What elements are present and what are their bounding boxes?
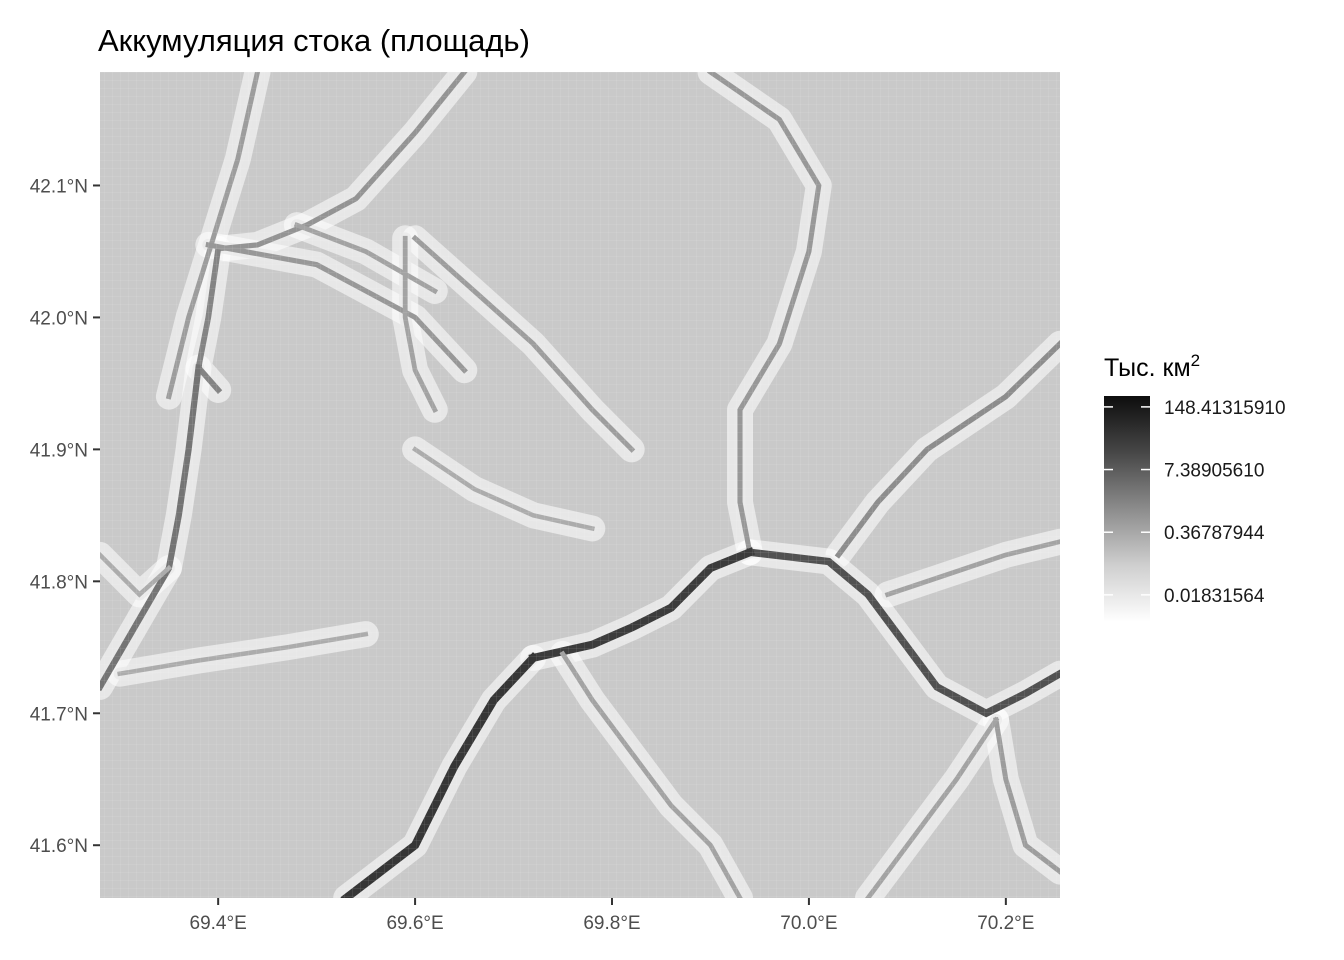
legend-label: 148.41315910 [1164, 398, 1286, 419]
y-tick-label: 42.1°N [30, 176, 88, 197]
y-tick-label: 41.6°N [30, 836, 88, 857]
legend-colorbar [1104, 396, 1150, 622]
legend-title-superscript: 2 [1191, 351, 1200, 370]
raster-cell-texture [100, 72, 1060, 898]
y-tick-label: 41.9°N [30, 440, 88, 461]
x-tick-label: 70.2°E [977, 913, 1034, 934]
y-tick-label: 42.0°N [30, 308, 88, 329]
y-tick-label: 41.7°N [30, 704, 88, 725]
legend: Тыс. км2 148.41315910 7.38905610 0.3678794… [1104, 351, 1286, 622]
y-axis: 42.1°N 42.0°N 41.9°N 41.8°N 41.7°N 41.6°N [30, 176, 100, 857]
x-tick-label: 69.6°E [386, 913, 443, 934]
legend-title-text: Тыс. км [1104, 354, 1191, 382]
y-tick-label: 41.8°N [30, 572, 88, 593]
x-tick-label: 70.0°E [780, 913, 837, 934]
raster-panel [100, 72, 1060, 898]
legend-label: 0.36787944 [1164, 523, 1265, 544]
x-axis: 69.4°E 69.6°E 69.8°E 70.0°E 70.2°E [190, 898, 1034, 934]
chart-title: Аккумуляция стока (площадь) [98, 23, 530, 58]
legend-title: Тыс. км2 [1104, 351, 1200, 382]
x-tick-label: 69.8°E [583, 913, 640, 934]
x-tick-label: 69.4°E [190, 913, 247, 934]
legend-label: 0.01831564 [1164, 586, 1265, 607]
legend-label: 7.38905610 [1164, 461, 1264, 482]
legend-ticks: 148.41315910 7.38905610 0.36787944 0.018315… [1104, 398, 1286, 607]
